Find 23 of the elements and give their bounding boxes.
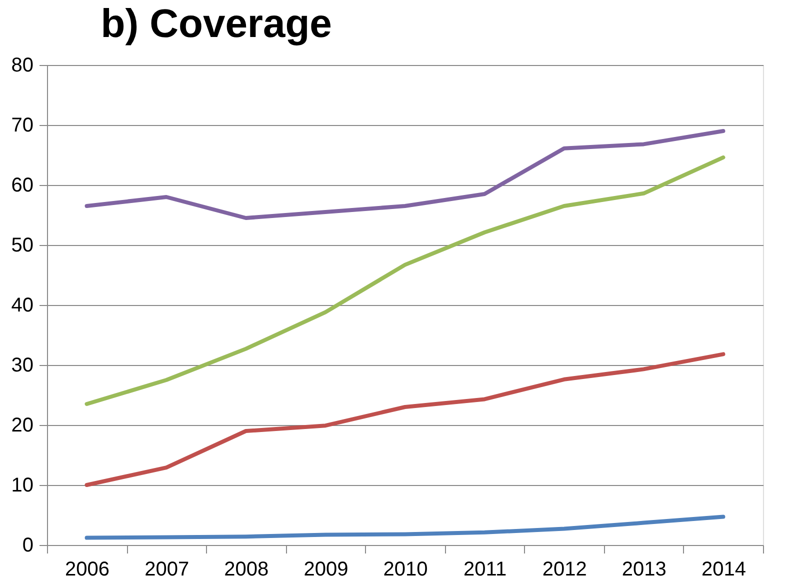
x-tick-label: 2010 [383,558,428,580]
y-tick-label: 50 [11,234,34,256]
x-tick-label: 2009 [304,558,348,580]
chart-title: b) Coverage [100,2,332,46]
y-tick-label: 30 [11,354,34,376]
y-tick-label: 10 [11,474,34,496]
x-tick-label: 2007 [144,558,190,580]
line-series [84,155,726,406]
y-tick-label: 20 [11,414,34,436]
x-tick-label: 2012 [542,558,587,580]
y-tick-label: 70 [11,114,34,136]
x-tick-label: 2006 [65,558,110,580]
x-tick-label: 2011 [464,558,507,580]
y-tick-label: 80 [11,54,34,76]
y-tick-label: 60 [11,174,34,196]
line-series [84,514,726,540]
x-tick-label: 2013 [622,558,666,580]
x-tick-label: 2014 [701,558,746,580]
y-tick-label: 0 [22,534,34,556]
line-series [84,129,726,220]
y-tick-label: 40 [11,294,34,316]
line-series [84,352,726,487]
x-tick-label: 2008 [224,558,269,580]
